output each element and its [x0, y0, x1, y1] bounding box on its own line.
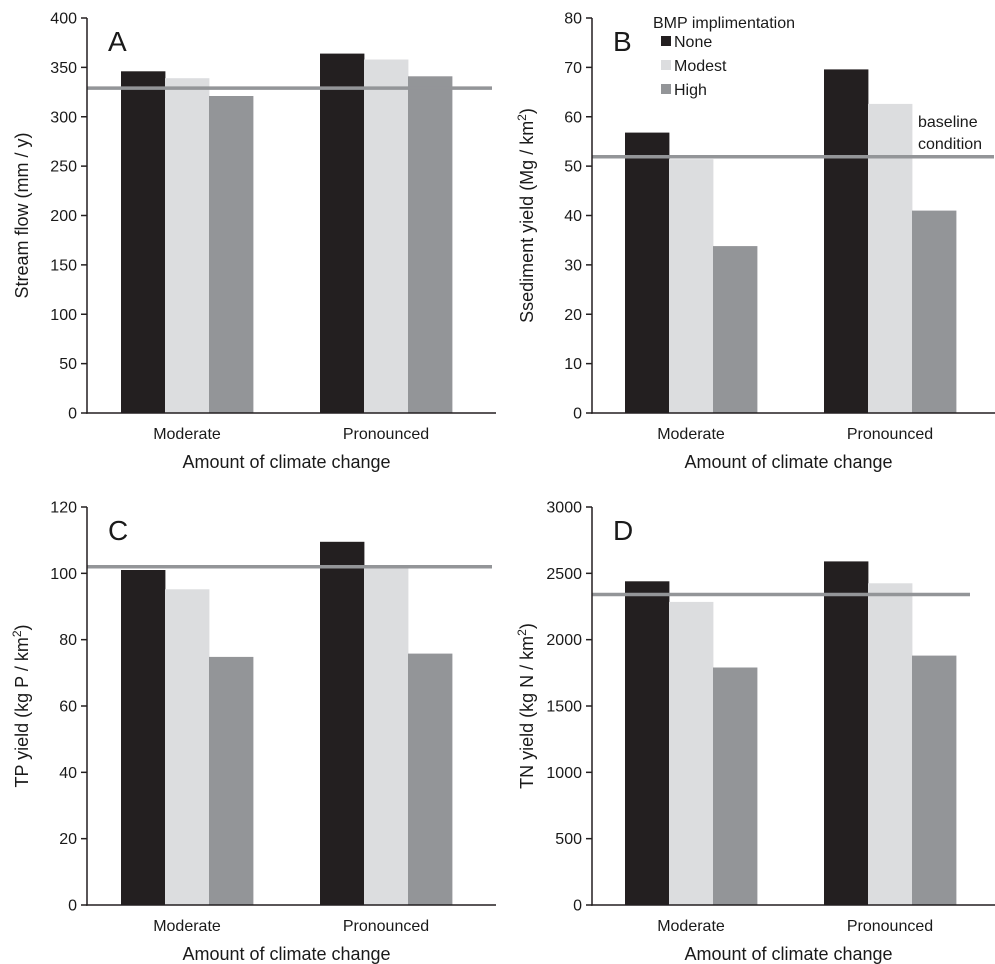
y-tick-label: 250: [50, 159, 77, 176]
bar-high-moderate: [713, 246, 758, 413]
bar-modest-moderate: [669, 159, 714, 413]
legend-swatch-none: [661, 36, 671, 46]
y-tick-label: 20: [564, 307, 582, 324]
y-tick-label: 0: [573, 406, 582, 423]
bar-high-pronounced: [912, 655, 957, 905]
y-axis-title: TN yield (kg N / km2): [515, 623, 537, 789]
panel-letter: B: [613, 26, 632, 57]
bar-high-moderate: [713, 667, 758, 905]
bar-modest-pronounced: [868, 103, 913, 414]
bar-none-pronounced: [320, 53, 365, 413]
bar-none-pronounced: [824, 561, 869, 905]
bar-none-moderate: [121, 71, 166, 414]
panel-b: 0 10 20 30 40 50 60 70 80 Moderate Pronounced Amoun…: [515, 11, 995, 472]
bar-high-pronounced: [408, 76, 453, 414]
baseline-annotation: baseline: [918, 114, 978, 131]
y-tick-label: 30: [564, 257, 582, 274]
bar-none-moderate: [625, 132, 670, 413]
y-tick-label: 100: [50, 566, 77, 583]
x-tick-label: Pronounced: [847, 426, 933, 443]
panel-letter: C: [108, 515, 128, 546]
legend-title: BMP implimentation: [653, 15, 795, 32]
x-axis-title: Amount of climate change: [182, 452, 390, 472]
y-tick-label: 80: [564, 11, 582, 28]
legend-label-modest: Modest: [674, 58, 727, 75]
y-tick-label: 2000: [546, 632, 582, 649]
x-axis-title: Amount of climate change: [684, 452, 892, 472]
y-tick-label: 1000: [546, 765, 582, 782]
x-tick-label: Moderate: [153, 918, 221, 935]
bar-modest-pronounced: [364, 568, 409, 905]
y-tick-label: 1500: [546, 699, 582, 716]
bar-none-moderate: [121, 570, 166, 905]
x-tick-label: Pronounced: [343, 426, 429, 443]
x-tick-label: Pronounced: [847, 918, 933, 935]
y-tick-label: 120: [50, 500, 77, 517]
panel-letter: D: [613, 515, 633, 546]
y-tick-label: 350: [50, 60, 77, 77]
panel-d: 0 500 1000 1500 2000 2500 3000 Moderate Pronounc…: [515, 500, 995, 964]
x-tick-label: Pronounced: [343, 918, 429, 935]
legend-swatch-high: [661, 84, 671, 94]
y-tick-label: 40: [564, 208, 582, 225]
y-tick-label: 0: [68, 898, 77, 915]
bar-high-pronounced: [912, 210, 957, 413]
y-axis-title: TP yield (kg P / km2): [10, 624, 32, 787]
y-tick-label: 300: [50, 109, 77, 126]
y-tick-label: 0: [68, 406, 77, 423]
x-tick-label: Moderate: [657, 426, 725, 443]
y-tick-label: 50: [59, 356, 77, 373]
bar-high-moderate: [209, 96, 254, 413]
x-axis-title: Amount of climate change: [684, 944, 892, 964]
bar-modest-pronounced: [364, 59, 409, 413]
y-tick-label: 10: [564, 356, 582, 373]
bar-modest-moderate: [165, 78, 210, 413]
legend: BMP implimentation None Modest High: [653, 15, 795, 99]
bar-modest-pronounced: [868, 583, 913, 905]
y-tick-label: 60: [564, 109, 582, 126]
bar-none-moderate: [625, 581, 670, 905]
y-tick-label: 20: [59, 831, 77, 848]
y-tick-label: 100: [50, 307, 77, 324]
y-tick-label: 400: [50, 11, 77, 28]
panel-a: 0 50 100 150 200 250 300 350 400 Moderate Pronounc…: [12, 11, 496, 472]
y-tick-label: 40: [59, 765, 77, 782]
bar-high-moderate: [209, 656, 254, 905]
y-tick-label: 60: [59, 699, 77, 716]
y-axis-title: Ssediment yield (Mg / km2): [515, 108, 537, 323]
y-tick-label: 150: [50, 257, 77, 274]
y-tick-label: 70: [564, 60, 582, 77]
bar-none-pronounced: [824, 69, 869, 414]
panel-c: 0 20 40 60 80 100 120 Moderate Pronounced Amount …: [10, 500, 496, 964]
panel-letter: A: [108, 26, 127, 57]
x-tick-label: Moderate: [657, 918, 725, 935]
y-axis-title: Stream flow (mm / y): [12, 132, 32, 298]
bar-modest-moderate: [165, 589, 210, 905]
y-tick-label: 3000: [546, 500, 582, 517]
y-tick-label: 50: [564, 159, 582, 176]
y-tick-label: 80: [59, 632, 77, 649]
legend-swatch-modest: [661, 60, 671, 70]
y-tick-label: 200: [50, 208, 77, 225]
x-axis-title: Amount of climate change: [182, 944, 390, 964]
y-tick-label: 0: [573, 898, 582, 915]
baseline-annotation: condition: [918, 136, 982, 153]
y-tick-label: 500: [555, 831, 582, 848]
x-tick-label: Moderate: [153, 426, 221, 443]
bar-modest-moderate: [669, 601, 714, 905]
bar-high-pronounced: [408, 653, 453, 905]
legend-label-none: None: [674, 34, 712, 51]
legend-label-high: High: [674, 82, 707, 99]
y-tick-label: 2500: [546, 566, 582, 583]
bar-none-pronounced: [320, 541, 365, 905]
